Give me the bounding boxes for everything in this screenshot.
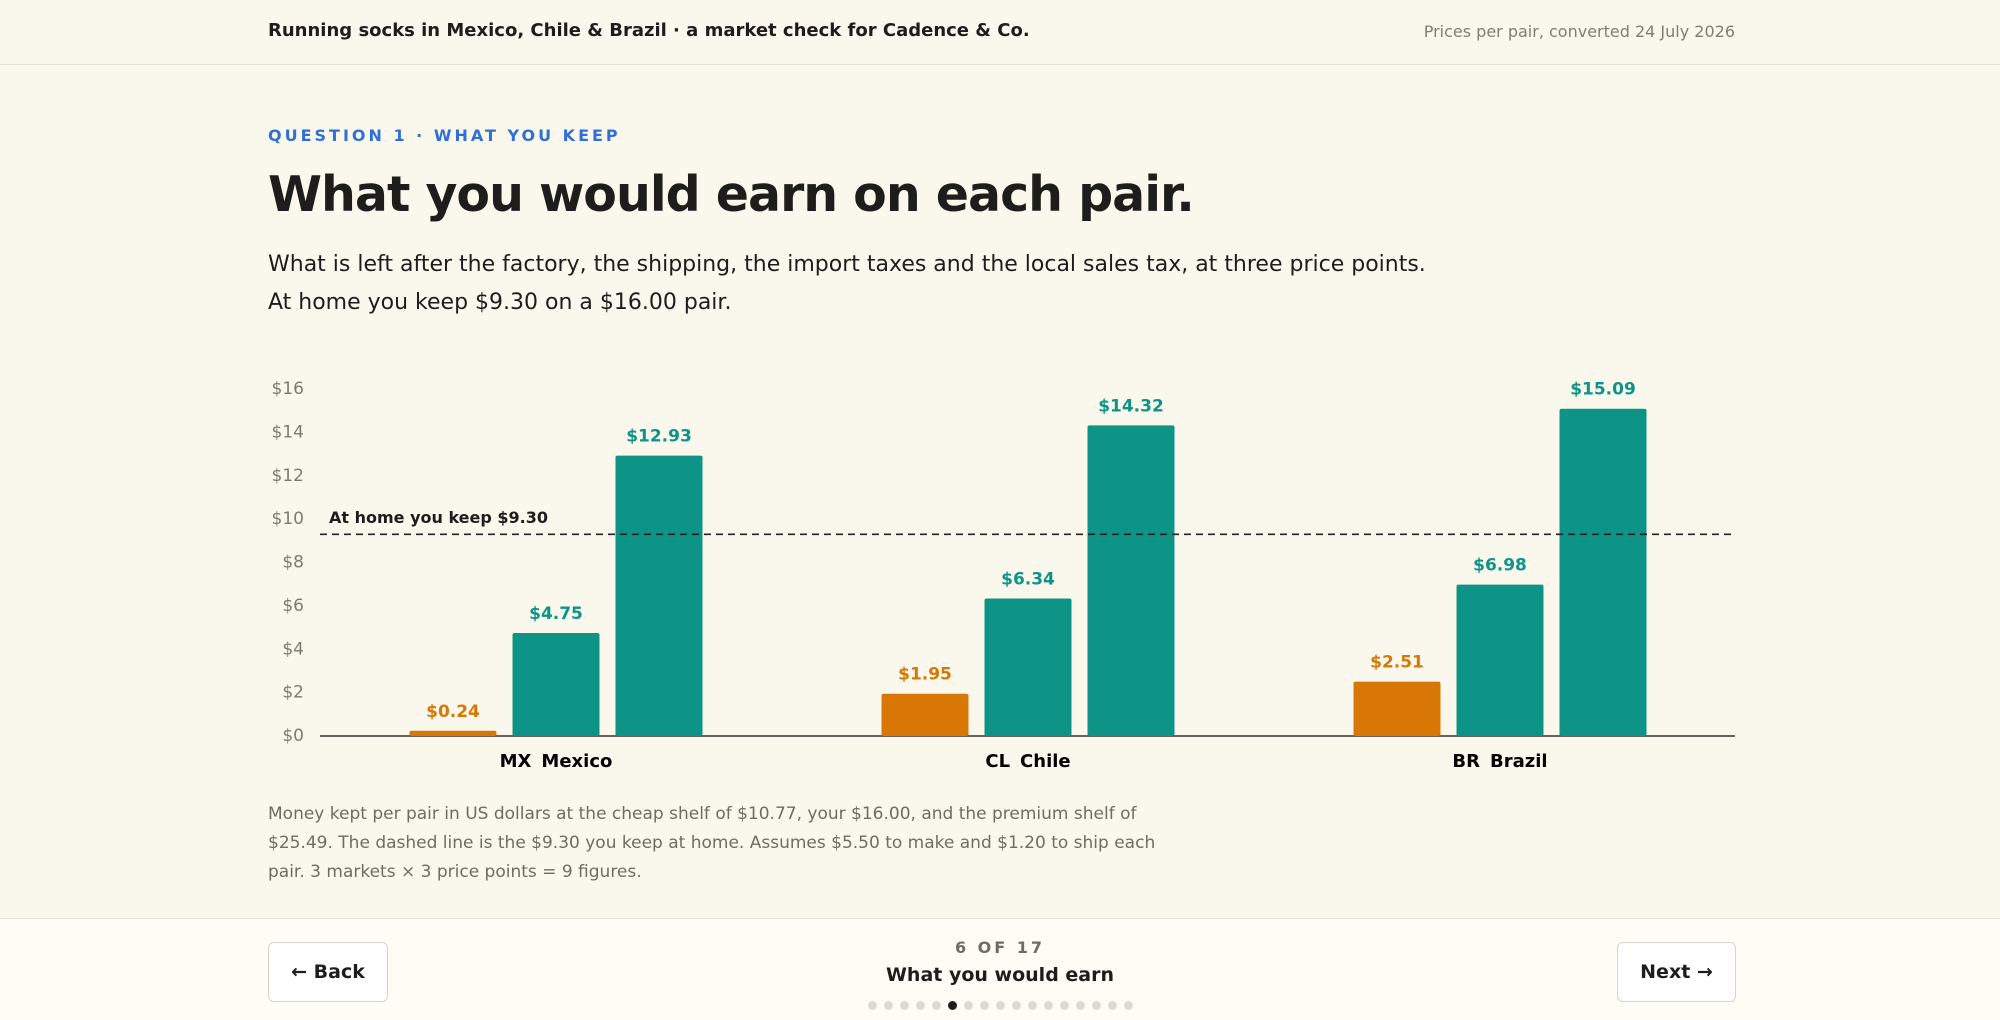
y-tick-label: $12 [272, 466, 304, 486]
step-counter: 6 OF 17 [954, 938, 1046, 957]
pager-dot-active [947, 1001, 957, 1010]
pager-dot [1011, 1001, 1021, 1010]
y-tick-label: $6 [282, 596, 304, 616]
pager-dot [1027, 1001, 1037, 1010]
x-tick-label: CL Chile [985, 751, 1070, 772]
y-tick-label: $0 [282, 726, 304, 746]
y-tick-label: $4 [282, 639, 304, 659]
pager-dot [995, 1001, 1005, 1010]
pager-dot [915, 1001, 925, 1010]
pager-dot [931, 1001, 941, 1010]
value-label: $0.24 [426, 702, 480, 722]
pager-dot [963, 1001, 973, 1010]
pager-dot [1107, 1001, 1117, 1010]
step-title: What you would earn [885, 964, 1115, 986]
bar [881, 693, 969, 736]
y-tick-label: $8 [282, 553, 304, 573]
pager-dots [0, 1001, 2000, 1010]
chart: $0 $2 $4 $6 $8 $10 $12 $14 $16 MX Mexico $0.24 $4.75… [272, 379, 1735, 772]
pager-dot [883, 1001, 893, 1010]
value-label: $12.93 [626, 427, 692, 447]
reference-label: At home you keep $9.30 [329, 508, 548, 527]
country-code: CL [985, 751, 1010, 772]
bar [512, 632, 600, 736]
value-label: $14.32 [1098, 396, 1164, 416]
value-label: $1.95 [898, 665, 952, 685]
country-name: Chile [1020, 751, 1071, 772]
bar [615, 455, 703, 736]
value-label: $4.75 [529, 604, 583, 624]
country-code: BR [1452, 751, 1480, 772]
pager-dot [1075, 1001, 1085, 1010]
header-bar [0, 0, 2000, 65]
country-name: Mexico [541, 751, 612, 772]
value-label: $6.34 [1001, 570, 1055, 590]
value-label: $2.51 [1370, 653, 1424, 673]
header-note: Prices per pair, converted 24 July 2026 [1423, 22, 1735, 41]
value-label: $6.98 [1473, 556, 1527, 576]
x-tick-label: BR Brazil [1452, 751, 1547, 772]
heading: What you would earn on each pair. [268, 166, 1195, 223]
question-label: QUESTION 1 · WHAT YOU KEEP [268, 126, 621, 145]
pager-dot [979, 1001, 989, 1010]
pager-dot [1059, 1001, 1069, 1010]
bar [1353, 681, 1441, 736]
bar [1087, 425, 1175, 736]
bar [984, 598, 1072, 736]
pager-dot [867, 1001, 877, 1010]
x-tick-label: MX Mexico [500, 751, 613, 772]
intro-line: At home you keep $9.30 on a $16.00 pair. [268, 290, 732, 315]
y-tick-label: $2 [282, 683, 304, 703]
pager-dot [1043, 1001, 1053, 1010]
intro-line: What is left after the factory, the ship… [268, 252, 1426, 277]
y-tick-label: $10 [272, 509, 304, 529]
bar [1559, 408, 1647, 736]
bar [409, 730, 497, 736]
next-button[interactable]: Next → [1617, 942, 1736, 1002]
caption: Money kept per pair in US dollars at the… [268, 804, 1156, 882]
pager-dot [1091, 1001, 1101, 1010]
y-tick-label: $14 [272, 422, 304, 442]
pager-dot [1123, 1001, 1133, 1010]
header-title: Running socks in Mexico, Chile & Brazil … [268, 20, 1030, 41]
country-name: Brazil [1490, 751, 1548, 772]
country-code: MX [500, 751, 532, 772]
y-tick-label: $16 [272, 379, 304, 399]
value-label: $15.09 [1570, 380, 1636, 400]
back-button[interactable]: ← Back [268, 942, 388, 1002]
pager-dot [899, 1001, 909, 1010]
bar [1456, 584, 1544, 736]
